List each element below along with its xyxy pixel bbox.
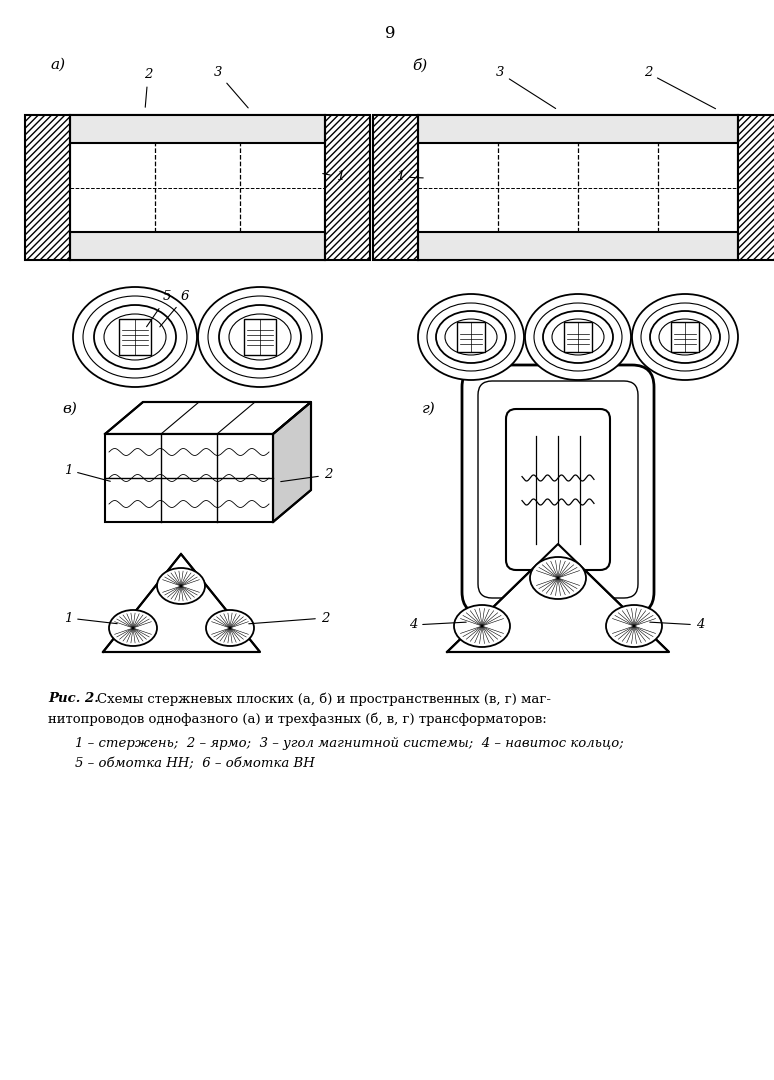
- FancyBboxPatch shape: [506, 409, 610, 570]
- Ellipse shape: [525, 294, 631, 380]
- Ellipse shape: [94, 305, 176, 369]
- Ellipse shape: [641, 303, 729, 372]
- Text: Схемы стержневых плоских (а, б) и пространственных (в, г) маг-: Схемы стержневых плоских (а, б) и простр…: [97, 692, 551, 705]
- Text: а): а): [50, 58, 65, 72]
- Bar: [457, 322, 485, 352]
- Ellipse shape: [206, 610, 254, 646]
- Ellipse shape: [650, 311, 720, 363]
- Ellipse shape: [632, 294, 738, 380]
- Bar: [25, 114, 70, 260]
- Ellipse shape: [530, 557, 586, 599]
- Text: 2: 2: [281, 469, 332, 482]
- Bar: [25, 114, 70, 260]
- Ellipse shape: [436, 311, 506, 363]
- Polygon shape: [447, 544, 669, 652]
- Polygon shape: [105, 402, 311, 434]
- Ellipse shape: [454, 605, 510, 647]
- Text: 4: 4: [650, 619, 704, 632]
- Text: 3: 3: [496, 67, 556, 108]
- Polygon shape: [103, 554, 260, 652]
- Text: 1: 1: [63, 463, 111, 482]
- Bar: [418, 114, 738, 143]
- Text: 3: 3: [214, 67, 248, 108]
- Bar: [418, 232, 738, 260]
- Ellipse shape: [219, 305, 301, 369]
- Ellipse shape: [208, 296, 312, 378]
- Bar: [70, 232, 325, 260]
- Bar: [671, 322, 699, 352]
- Ellipse shape: [109, 610, 157, 646]
- Text: г): г): [422, 402, 436, 416]
- Bar: [244, 319, 276, 355]
- FancyBboxPatch shape: [478, 381, 638, 598]
- Ellipse shape: [198, 287, 322, 387]
- Polygon shape: [273, 402, 311, 522]
- Text: в): в): [62, 402, 77, 416]
- Text: 1: 1: [323, 171, 344, 184]
- Bar: [738, 114, 774, 260]
- Text: 4: 4: [409, 619, 466, 632]
- Bar: [119, 319, 151, 355]
- Bar: [70, 114, 325, 143]
- Ellipse shape: [418, 294, 524, 380]
- Text: 9: 9: [385, 25, 396, 42]
- Bar: [564, 322, 592, 352]
- FancyBboxPatch shape: [462, 365, 654, 615]
- Bar: [373, 114, 418, 260]
- Text: 1 – стержень;  2 – ярмо;  3 – угол магнитной системы;  4 – навитос кольцо;: 1 – стержень; 2 – ярмо; 3 – угол магнитн…: [75, 737, 624, 750]
- Ellipse shape: [543, 311, 613, 363]
- Ellipse shape: [229, 314, 291, 360]
- Bar: [105, 434, 273, 522]
- Ellipse shape: [552, 319, 604, 355]
- Text: нитопроводов однофазного (а) и трехфазных (б, в, г) трансформаторов:: нитопроводов однофазного (а) и трехфазны…: [48, 712, 546, 726]
- Text: 5: 5: [146, 291, 171, 327]
- Text: 1: 1: [396, 171, 423, 184]
- Text: 5 – обмотка НН;  6 – обмотка ВН: 5 – обмотка НН; 6 – обмотка ВН: [75, 757, 315, 770]
- Ellipse shape: [534, 303, 622, 372]
- Ellipse shape: [73, 287, 197, 387]
- Ellipse shape: [83, 296, 187, 378]
- Ellipse shape: [104, 314, 166, 360]
- Bar: [373, 114, 418, 260]
- Text: Рис. 2.: Рис. 2.: [48, 692, 99, 705]
- Bar: [70, 114, 325, 260]
- Ellipse shape: [445, 319, 497, 355]
- Ellipse shape: [157, 568, 205, 604]
- Bar: [325, 114, 370, 260]
- Bar: [418, 114, 738, 260]
- Text: 2: 2: [144, 68, 152, 107]
- Text: 6: 6: [159, 291, 189, 327]
- Ellipse shape: [659, 319, 711, 355]
- Text: 2: 2: [644, 67, 715, 109]
- Bar: [325, 114, 370, 260]
- Text: 1: 1: [63, 611, 117, 624]
- Ellipse shape: [427, 303, 515, 372]
- Text: б): б): [412, 58, 427, 72]
- Text: 2: 2: [248, 611, 329, 624]
- Bar: [738, 114, 774, 260]
- Ellipse shape: [606, 605, 662, 647]
